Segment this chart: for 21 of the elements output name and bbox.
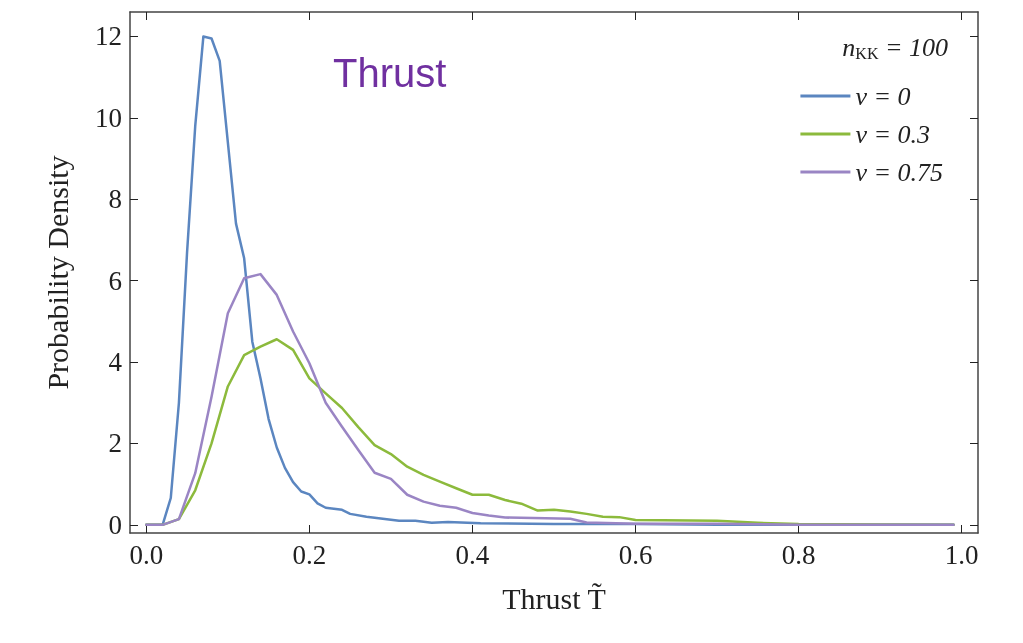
y-tick-label: 0	[108, 509, 122, 540]
y-tick-label: 4	[108, 347, 123, 378]
x-tick-label: 0.2	[292, 539, 327, 570]
y-tick-label: 10	[95, 102, 122, 133]
y-tick-label: 8	[108, 184, 122, 215]
y-tick-label: 6	[108, 265, 122, 296]
y-axis-title: Probability Density	[40, 155, 74, 390]
x-tick-label: 0.6	[618, 539, 653, 570]
y-tick-label: 2	[108, 428, 122, 459]
line-series	[145, 272, 955, 527]
text: Thrust	[333, 51, 447, 95]
legend-title: nKK = 100	[842, 32, 948, 62]
x-axis-title: Thrust T̃	[502, 581, 606, 615]
x-tick-label: 0.8	[781, 539, 816, 570]
y-tick-label: 12	[95, 21, 122, 52]
legend-label: ν = 0	[855, 81, 911, 111]
x-tick-label: 1.0	[944, 539, 979, 570]
x-tick-label: 0.4	[455, 539, 490, 570]
x-tick-label: 0.0	[129, 539, 164, 570]
legend-label: ν = 0.75	[855, 157, 944, 187]
legend-label: ν = 0.3	[855, 119, 931, 149]
